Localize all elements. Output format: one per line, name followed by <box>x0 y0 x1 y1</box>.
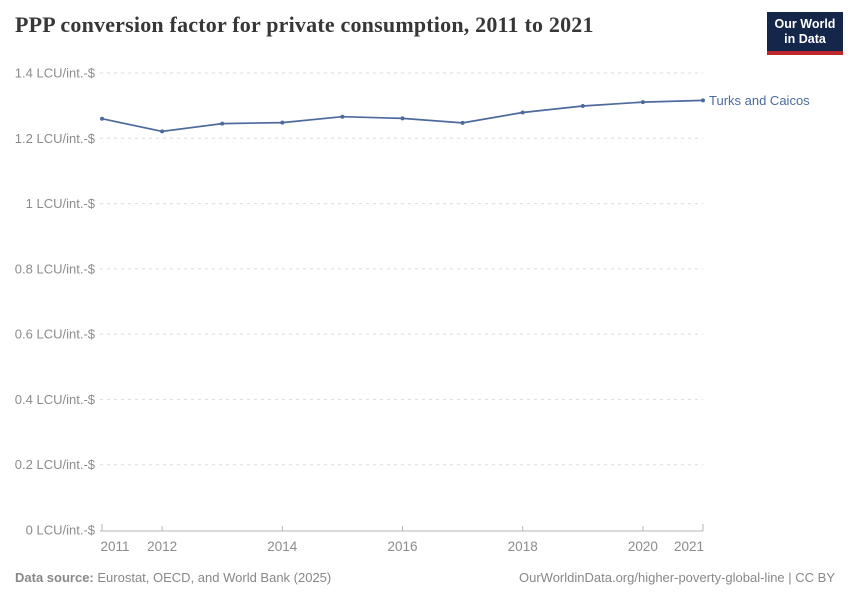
owid-logo-line1: Our World <box>774 17 836 31</box>
data-source-label: Data source: <box>15 570 94 585</box>
data-point <box>280 120 285 125</box>
y-tick-label: 0 LCU/int.-$ <box>26 523 96 538</box>
data-point <box>160 129 165 134</box>
series-label: Turks and Caicos <box>709 93 810 108</box>
y-tick-label: 0.2 LCU/int.-$ <box>15 457 96 472</box>
y-tick-label: 1.2 LCU/int.-$ <box>15 131 96 146</box>
page-title: PPP conversion factor for private consum… <box>15 12 594 37</box>
data-point <box>220 121 225 126</box>
data-point <box>460 120 465 125</box>
y-tick-label: 0.4 LCU/int.-$ <box>15 392 96 407</box>
data-source-note: Data source: Eurostat, OECD, and World B… <box>15 570 331 585</box>
data-source-text: Eurostat, OECD, and World Bank (2025) <box>97 570 332 585</box>
data-point <box>580 104 585 108</box>
x-tick-label: 2020 <box>628 539 658 554</box>
x-tick-label: 2014 <box>267 539 298 554</box>
owid-logo: Our World in Data <box>767 12 843 55</box>
data-point <box>100 116 104 121</box>
data-point <box>701 98 705 103</box>
data-line <box>101 99 704 133</box>
data-point <box>640 100 645 105</box>
x-tick-label: 2021 <box>674 539 704 554</box>
x-tick-label: 2018 <box>508 539 538 554</box>
x-tick-label: 2011 <box>100 539 129 554</box>
chart-footer: Data source: Eurostat, OECD, and World B… <box>0 570 850 590</box>
y-tick-label: 1 LCU/int.-$ <box>26 196 96 211</box>
y-tick-label: 0.6 LCU/int.-$ <box>15 327 96 342</box>
owid-url-link[interactable]: OurWorldinData.org/higher-poverty-global… <box>519 570 835 585</box>
y-tick-label: 0.8 LCU/int.-$ <box>15 261 96 276</box>
x-tick-label: 2016 <box>387 539 417 554</box>
data-point <box>400 116 405 121</box>
data-point <box>340 114 345 119</box>
owid-logo-line2: in Data <box>784 32 826 46</box>
y-tick-label: 1.4 LCU/int.-$ <box>15 66 96 81</box>
data-point <box>520 110 525 115</box>
x-tick-label: 2012 <box>147 539 177 554</box>
